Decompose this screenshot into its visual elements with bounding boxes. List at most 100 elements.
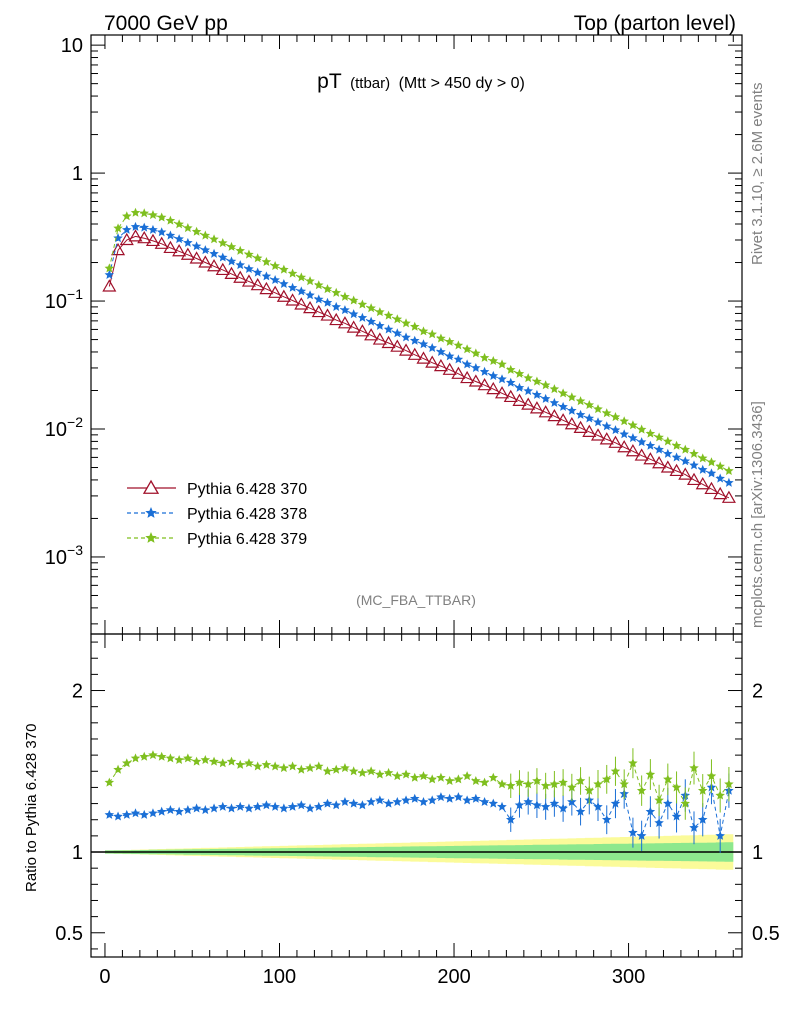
data-point — [549, 384, 560, 394]
data-point — [209, 756, 219, 766]
data-point — [285, 293, 300, 306]
data-point — [462, 344, 472, 354]
legend-marker — [145, 507, 157, 518]
title-main: pT — [317, 70, 342, 93]
data-point — [521, 397, 536, 410]
data-point — [619, 416, 629, 426]
data-point — [567, 782, 577, 792]
data-point — [375, 307, 385, 317]
data-point — [183, 753, 193, 763]
data-point — [226, 241, 237, 251]
ratio-ytick-label-right: 2 — [752, 681, 763, 703]
data-point — [331, 287, 341, 297]
data-point — [183, 237, 193, 247]
data-point — [601, 814, 612, 824]
data-point — [364, 328, 379, 341]
data-point — [713, 486, 728, 500]
data-point — [235, 245, 245, 255]
data-point — [180, 247, 195, 260]
legend-item: Pythia 6.428 370 — [127, 479, 307, 498]
data-point — [671, 452, 682, 462]
data-point — [610, 766, 621, 776]
data-point — [471, 793, 481, 803]
data-point — [122, 758, 132, 768]
data-point — [279, 763, 289, 773]
data-point — [174, 754, 184, 765]
data-point — [532, 800, 542, 810]
data-point — [183, 805, 193, 815]
data-point — [322, 284, 333, 294]
data-point — [645, 806, 656, 816]
data-point — [122, 211, 132, 221]
data-point — [383, 324, 394, 334]
data-point — [383, 767, 394, 777]
data-point — [270, 260, 280, 271]
data-point — [663, 798, 673, 808]
data-point — [610, 412, 621, 422]
data-point — [148, 224, 158, 234]
data-point — [200, 754, 211, 765]
data-point — [610, 798, 621, 808]
data-point — [514, 777, 525, 787]
data-point — [549, 798, 560, 808]
data-point — [279, 278, 289, 288]
data-point — [497, 374, 507, 384]
ratio-xtick-label: 200 — [437, 966, 470, 988]
data-point — [593, 779, 603, 789]
data-point — [436, 333, 446, 343]
data-point — [287, 268, 298, 278]
data-point — [296, 272, 307, 282]
data-point — [218, 252, 228, 262]
data-point — [156, 227, 167, 237]
data-point — [296, 764, 307, 774]
data-point — [113, 764, 123, 774]
data-point — [392, 328, 403, 338]
legend-label: Pythia 6.428 370 — [187, 481, 307, 498]
data-point — [172, 244, 187, 257]
data-point — [331, 764, 341, 774]
data-point — [311, 304, 326, 318]
data-point — [540, 801, 551, 811]
data-point — [680, 456, 691, 466]
data-point — [296, 286, 307, 296]
data-point — [252, 761, 263, 771]
data-point — [322, 297, 333, 307]
data-point — [410, 321, 420, 331]
data-point — [619, 779, 629, 789]
data-point — [252, 253, 263, 263]
data-point — [357, 767, 368, 777]
data-point — [252, 801, 263, 811]
data-point — [488, 370, 499, 380]
data-point — [715, 461, 725, 471]
data-point — [497, 359, 507, 369]
data-point — [564, 417, 579, 430]
data-point — [102, 279, 117, 292]
main-ytick-label: 1 — [72, 163, 83, 185]
legend: Pythia 6.428 370 Pythia 6.428 378 Pythia 6… — [127, 479, 307, 548]
data-point — [610, 425, 621, 435]
data-point — [678, 467, 693, 480]
data-point — [331, 800, 341, 810]
data-point — [453, 340, 464, 350]
data-point — [314, 761, 324, 771]
data-point — [636, 785, 647, 795]
series-line — [108, 226, 730, 484]
ratio-series-2 — [104, 770, 734, 853]
data-point — [130, 221, 141, 231]
legend-label: Pythia 6.428 378 — [187, 506, 307, 523]
data-point — [680, 798, 691, 808]
data-point — [462, 771, 472, 781]
data-point — [314, 801, 324, 811]
data-point — [497, 779, 507, 789]
data-point — [130, 207, 141, 217]
data-point — [320, 308, 335, 321]
data-point — [514, 382, 525, 392]
data-point — [207, 259, 222, 272]
data-point — [593, 801, 603, 811]
legend-marker — [142, 479, 160, 494]
data-point — [671, 440, 682, 450]
title-sub: (ttbar) — [350, 75, 390, 92]
main-ytick-label: 10−3 — [45, 542, 83, 569]
data-point — [715, 790, 725, 800]
data-point — [601, 774, 612, 784]
